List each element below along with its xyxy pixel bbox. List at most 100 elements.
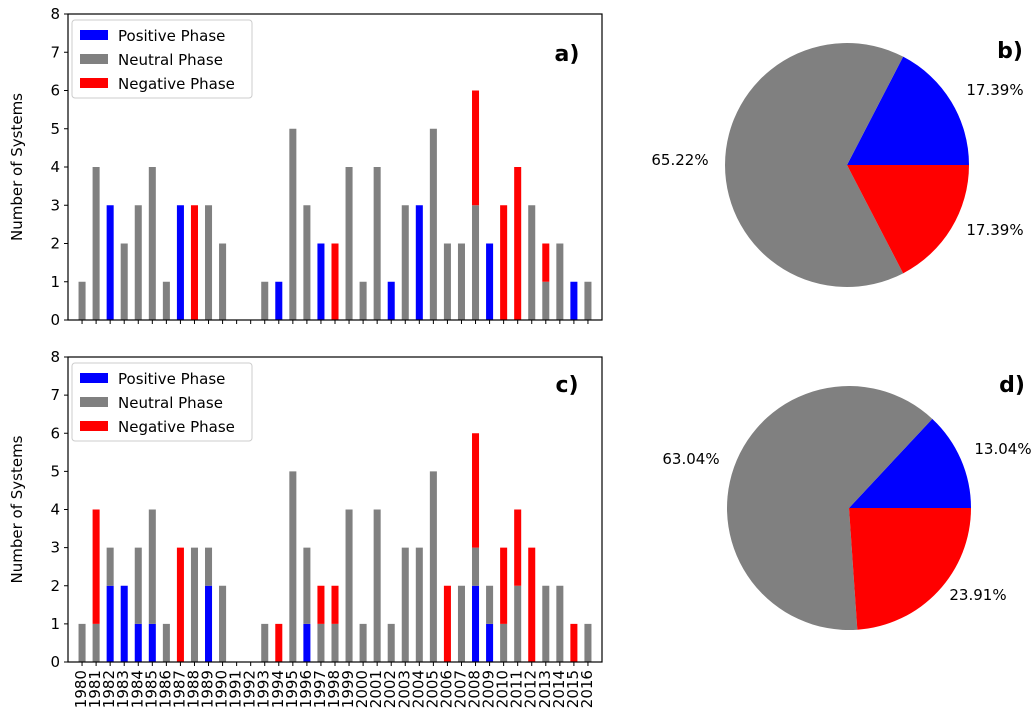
bar-2011-negative-phase — [514, 167, 522, 320]
bar-chart-a: 0 1 2 3 4 5 6 7 8 Number of Systems a) Positive Pha… — [8, 5, 603, 329]
bar-2007-neutral-phase — [457, 243, 465, 320]
bar-1998-negative-phase — [331, 585, 339, 624]
bar-1997-neutral-phase — [317, 623, 325, 663]
bar-1989-neutral-phase — [205, 205, 213, 320]
bar-2008-neutral-phase — [472, 205, 480, 320]
xtick-label: 1993 — [255, 670, 273, 708]
ytick-label: 4 — [50, 501, 60, 519]
ytick-label: 5 — [50, 120, 60, 138]
bar-2004-positive-phase — [415, 205, 423, 320]
bar-1995-neutral-phase — [289, 128, 297, 320]
bar-1989-neutral-phase — [205, 547, 213, 586]
panel-label: b) — [997, 39, 1023, 64]
bar-1981-negative-phase — [92, 509, 100, 624]
bar-1986-neutral-phase — [162, 281, 170, 320]
ytick-label: 4 — [50, 158, 60, 176]
bar-1981-neutral-phase — [92, 623, 100, 663]
legend-label: Negative Phase — [118, 75, 235, 93]
bar-1999-neutral-phase — [345, 167, 353, 320]
xtick-label: 2009 — [480, 670, 498, 708]
bar-1987-negative-phase — [176, 547, 184, 663]
bar-2008-negative-phase — [472, 90, 480, 206]
pie-slice-negative — [847, 165, 969, 274]
bar-1982-positive-phase — [106, 205, 114, 320]
legend-label: Neutral Phase — [118, 394, 223, 412]
legend-label: Positive Phase — [118, 370, 225, 388]
ytick-label: 6 — [50, 82, 60, 100]
bar-1984-positive-phase — [134, 623, 142, 663]
bar-1990-neutral-phase — [219, 585, 227, 662]
bar-2003-neutral-phase — [401, 547, 409, 663]
bar-chart-c: 1980198119821983198419851986198719881989… — [8, 348, 603, 708]
xtick-label: 2012 — [522, 670, 540, 708]
ytick-label: 3 — [50, 539, 60, 557]
ytick-label: 3 — [50, 196, 60, 214]
legend-swatch — [80, 78, 108, 88]
legend-swatch — [80, 54, 108, 64]
bar-1996-neutral-phase — [303, 205, 311, 320]
legend-swatch — [80, 373, 108, 383]
xtick-label: 2002 — [381, 670, 399, 708]
bar-2011-negative-phase — [514, 509, 522, 586]
legend-box — [71, 19, 253, 99]
ytick-label: 1 — [50, 273, 60, 291]
bar-1984-neutral-phase — [134, 547, 142, 624]
bar-2010-negative-phase — [500, 547, 508, 624]
xtick-label: 1982 — [100, 670, 118, 708]
xtick-label: 2015 — [564, 670, 582, 708]
bar-1987-positive-phase — [176, 205, 184, 320]
bar-2010-negative-phase — [500, 205, 508, 320]
xtick-label: 1995 — [283, 670, 301, 708]
xtick-label: 1996 — [297, 670, 315, 708]
ytick-label: 6 — [50, 424, 60, 442]
xtick-label: 2003 — [395, 670, 413, 708]
xtick-label: 1991 — [227, 670, 245, 708]
ytick-label: 0 — [50, 311, 60, 329]
bar-2001-neutral-phase — [373, 167, 381, 320]
pie-chart-b: 17.39% 65.22% 17.39% b) — [651, 39, 1024, 288]
xtick-label: 2000 — [353, 670, 371, 708]
xtick-label: 1988 — [184, 670, 202, 708]
bar-1980-neutral-phase — [78, 281, 86, 320]
xtick-label: 1984 — [128, 670, 146, 708]
pie-label: 23.91% — [949, 586, 1006, 604]
bar-1997-negative-phase — [317, 585, 325, 624]
bar-2003-neutral-phase — [401, 205, 409, 320]
bar-2000-neutral-phase — [359, 281, 367, 320]
legend-swatch — [80, 397, 108, 407]
bar-2016-neutral-phase — [584, 281, 592, 320]
bar-2010-neutral-phase — [500, 623, 508, 663]
bar-2007-neutral-phase — [457, 585, 465, 662]
bar-2013-neutral-phase — [542, 281, 550, 320]
bar-2012-neutral-phase — [528, 205, 536, 320]
bar-1994-positive-phase — [275, 281, 283, 320]
bar-1996-positive-phase — [303, 623, 311, 663]
bar-2005-neutral-phase — [429, 128, 437, 320]
xtick-label: 2010 — [494, 670, 512, 708]
ytick-label: 8 — [50, 348, 60, 366]
bar-1996-neutral-phase — [303, 547, 311, 624]
bar-1993-neutral-phase — [261, 281, 269, 320]
bar-1982-neutral-phase — [106, 547, 114, 586]
bar-2008-positive-phase — [472, 585, 480, 662]
bar-2002-positive-phase — [387, 281, 395, 320]
xtick-label: 1990 — [213, 670, 231, 708]
bar-1993-neutral-phase — [261, 623, 269, 663]
xtick-label: 1985 — [142, 670, 160, 708]
bar-1985-positive-phase — [148, 623, 156, 663]
bar-1998-neutral-phase — [331, 623, 339, 663]
bar-1984-neutral-phase — [134, 205, 142, 320]
xtick-label: 1992 — [241, 670, 259, 708]
pie-slice-neutral — [725, 42, 904, 288]
legend-label: Neutral Phase — [118, 51, 223, 69]
bar-2015-negative-phase — [570, 623, 578, 663]
xtick-label: 2014 — [550, 670, 568, 708]
legend-swatch — [80, 30, 108, 40]
pie-chart-d: 13.04% 63.04% 23.91% d) — [662, 373, 1032, 631]
bar-2002-neutral-phase — [387, 623, 395, 663]
bar-1988-negative-phase — [190, 205, 198, 320]
bar-1986-neutral-phase — [162, 623, 170, 663]
pie-slice-positive — [847, 56, 969, 165]
xtick-label: 1986 — [156, 670, 174, 708]
ytick-label: 2 — [50, 577, 60, 595]
